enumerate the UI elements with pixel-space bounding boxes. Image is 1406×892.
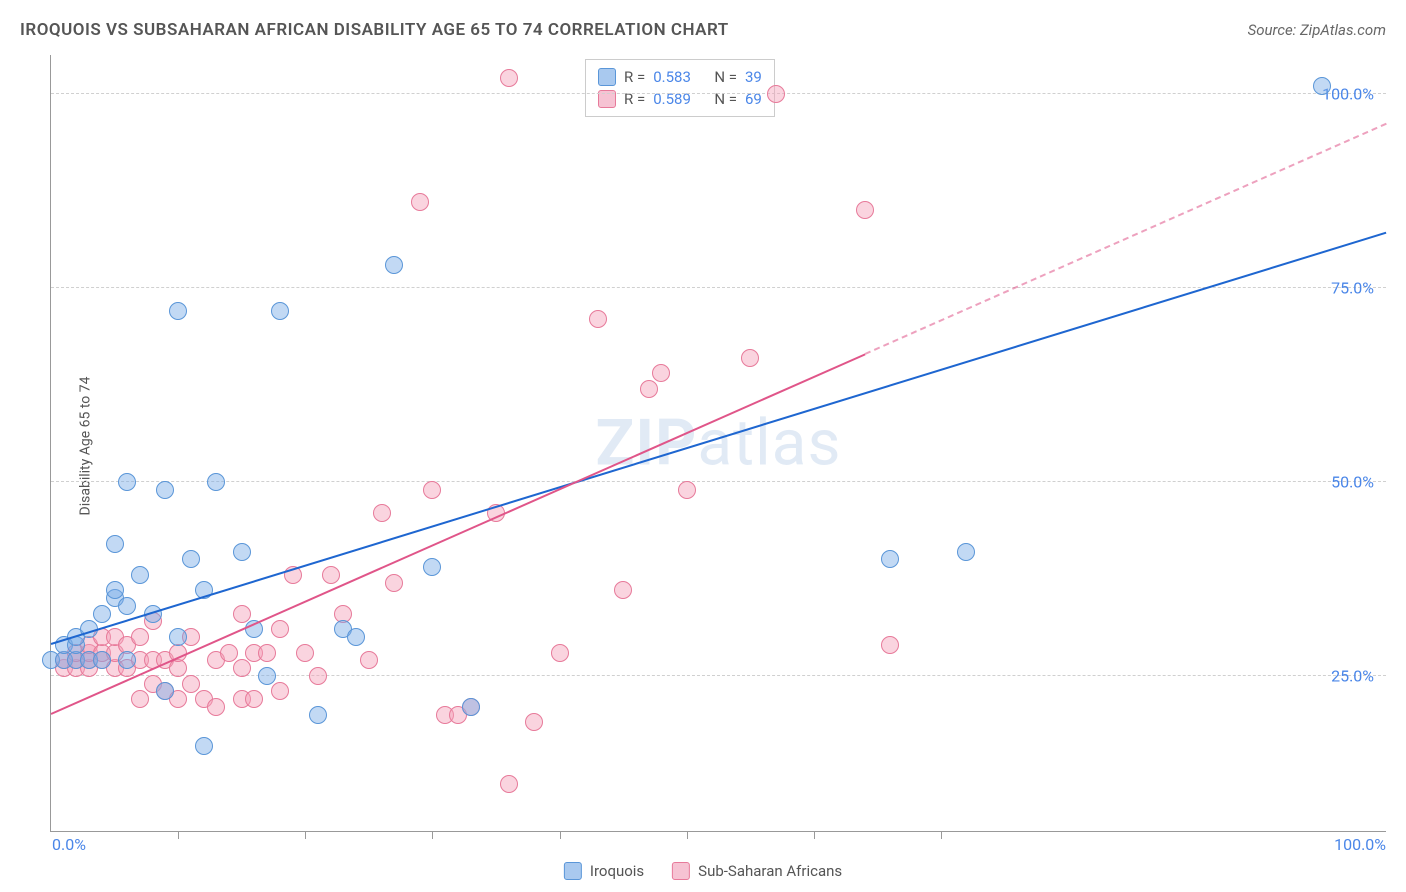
x-tick	[814, 831, 815, 839]
legend: Iroquois Sub-Saharan Africans	[564, 862, 842, 880]
x-tick	[560, 831, 561, 839]
data-point	[169, 628, 187, 646]
chart-title: IROQUOIS VS SUBSAHARAN AFRICAN DISABILIT…	[20, 20, 729, 40]
gridline	[51, 675, 1386, 676]
data-point	[169, 302, 187, 320]
data-point	[322, 566, 340, 584]
gridline	[51, 481, 1386, 482]
data-point	[207, 698, 225, 716]
legend-item-pink: Sub-Saharan Africans	[672, 862, 842, 880]
gridline	[51, 93, 1386, 94]
data-point	[309, 667, 327, 685]
data-point	[360, 651, 378, 669]
data-point	[347, 628, 365, 646]
data-point	[118, 597, 136, 615]
data-point	[93, 605, 111, 623]
data-point	[462, 698, 480, 716]
legend-label-blue: Iroquois	[590, 862, 644, 880]
data-point	[207, 473, 225, 491]
data-point	[233, 659, 251, 677]
data-point	[169, 659, 187, 677]
stat-r-label: R =	[624, 68, 645, 86]
data-point	[423, 558, 441, 576]
trend-line	[51, 232, 1387, 645]
data-point	[741, 349, 759, 367]
stat-r-blue: 0.583	[653, 68, 691, 86]
stat-row-blue: R = 0.583 N = 39	[598, 66, 762, 88]
data-point	[131, 628, 149, 646]
stat-n-label: N =	[714, 68, 737, 86]
data-point	[309, 706, 327, 724]
x-tick	[432, 831, 433, 839]
trend-line	[51, 353, 866, 714]
data-point	[551, 644, 569, 662]
data-point	[614, 581, 632, 599]
data-point	[156, 682, 174, 700]
data-point	[385, 574, 403, 592]
data-point	[233, 605, 251, 623]
correlation-stats-box: R = 0.583 N = 39 R = 0.589 N = 69	[585, 59, 775, 117]
data-point	[106, 535, 124, 553]
data-point	[589, 310, 607, 328]
data-point	[881, 636, 899, 654]
data-point	[182, 675, 200, 693]
chart-plot-area: ZIPatlas R = 0.583 N = 39 R = 0.589 N = …	[50, 55, 1386, 832]
data-point	[385, 256, 403, 274]
data-point	[156, 481, 174, 499]
x-tick	[178, 831, 179, 839]
data-point	[220, 644, 238, 662]
swatch-blue	[564, 862, 582, 880]
source-label: Source: ZipAtlas.com	[1248, 21, 1386, 39]
swatch-blue	[598, 68, 616, 86]
data-point	[423, 481, 441, 499]
data-point	[373, 504, 391, 522]
y-tick-label: 75.0%	[1331, 278, 1374, 297]
data-point	[271, 620, 289, 638]
stat-row-pink: R = 0.589 N = 69	[598, 88, 762, 110]
data-point	[182, 550, 200, 568]
data-point	[118, 473, 136, 491]
data-point	[271, 682, 289, 700]
data-point	[195, 737, 213, 755]
data-point	[106, 581, 124, 599]
data-point	[131, 690, 149, 708]
y-tick-label: 50.0%	[1331, 472, 1374, 491]
x-axis-min-label: 0.0%	[52, 835, 86, 854]
stat-n-blue: 39	[745, 68, 762, 86]
data-point	[258, 667, 276, 685]
data-point	[93, 651, 111, 669]
data-point	[856, 201, 874, 219]
data-point	[258, 644, 276, 662]
y-tick-label: 25.0%	[1331, 666, 1374, 685]
data-point	[271, 302, 289, 320]
x-axis-max-label: 100.0%	[1334, 835, 1386, 854]
x-tick	[687, 831, 688, 839]
legend-item-blue: Iroquois	[564, 862, 644, 880]
data-point	[678, 481, 696, 499]
data-point	[652, 364, 670, 382]
data-point	[957, 543, 975, 561]
legend-label-pink: Sub-Saharan Africans	[698, 862, 842, 880]
swatch-pink	[672, 862, 690, 880]
data-point	[525, 713, 543, 731]
data-point	[500, 69, 518, 87]
data-point	[233, 543, 251, 561]
data-point	[245, 690, 263, 708]
data-point	[881, 550, 899, 568]
gridline	[51, 287, 1386, 288]
trend-line-dashed	[864, 123, 1386, 355]
data-point	[767, 85, 785, 103]
data-point	[118, 651, 136, 669]
data-point	[1313, 77, 1331, 95]
data-point	[296, 644, 314, 662]
data-point	[500, 775, 518, 793]
x-tick	[305, 831, 306, 839]
data-point	[411, 193, 429, 211]
data-point	[131, 566, 149, 584]
x-tick	[941, 831, 942, 839]
data-point	[640, 380, 658, 398]
